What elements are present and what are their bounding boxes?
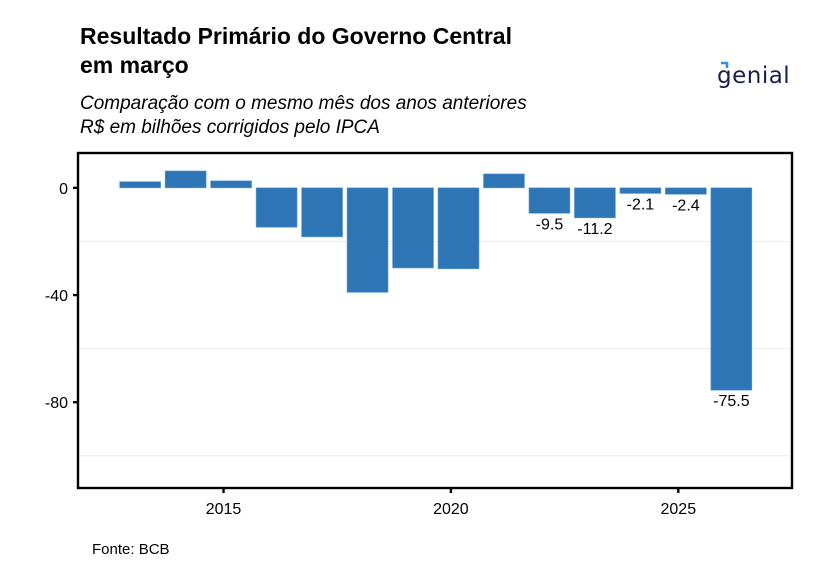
source-note: Fonte: BCB [92, 541, 170, 558]
data-label-2022: -9.5 [536, 216, 564, 233]
y-axis: 0 -40 -80 [45, 181, 78, 412]
logo-accent-mark [721, 61, 729, 68]
chart-subtitle: Comparação com o mesmo mês dos anos ante… [80, 92, 680, 140]
data-labels: -9.5 -11.2 -2.1 -2.4 -75.5 [536, 196, 750, 410]
data-label-2024: -2.1 [627, 196, 655, 213]
y-tick-label: -40 [45, 288, 68, 305]
chart-subtitle-line-2: R$ em bilhões corrigidos pelo IPCA [80, 117, 380, 138]
chart-title: Resultado Primário do Governo Central em… [80, 22, 640, 80]
logo-text: genial [717, 63, 790, 89]
data-label-2023: -11.2 [577, 221, 612, 238]
bar-2019 [392, 187, 434, 269]
bar-2021 [483, 173, 525, 189]
x-tick-label: 2025 [661, 501, 697, 518]
bar-2024 [619, 187, 662, 194]
chart-subtitle-line-1: Comparação com o mesmo mês dos anos ante… [80, 93, 527, 114]
bar-2015 [210, 180, 252, 189]
bar-2013 [119, 181, 161, 189]
x-axis: 2015 2020 2025 [206, 488, 696, 518]
bar-2017 [301, 187, 343, 238]
genial-logo: genial [717, 61, 790, 89]
bar-2023 [574, 187, 616, 219]
bar-2025 [665, 187, 707, 195]
bar-2022 [528, 187, 571, 214]
y-tick-label: 0 [59, 181, 68, 198]
gridlines [78, 240, 792, 457]
bar-2016 [255, 187, 298, 228]
bar-2014 [164, 170, 207, 189]
bar-2026 [710, 187, 753, 391]
chart-title-line-2: em março [80, 52, 189, 78]
bar-2018 [346, 187, 389, 293]
bars [119, 170, 753, 391]
y-tick-label: -80 [45, 395, 68, 412]
x-tick-label: 2020 [433, 501, 469, 518]
x-tick-label: 2015 [206, 501, 242, 518]
chart-title-line-1: Resultado Primário do Governo Central [80, 23, 512, 49]
bar-2020 [437, 187, 480, 270]
plot-panel-border [76, 151, 794, 490]
data-label-2026: -75.5 [713, 393, 750, 410]
data-label-2025: -2.4 [672, 197, 700, 214]
